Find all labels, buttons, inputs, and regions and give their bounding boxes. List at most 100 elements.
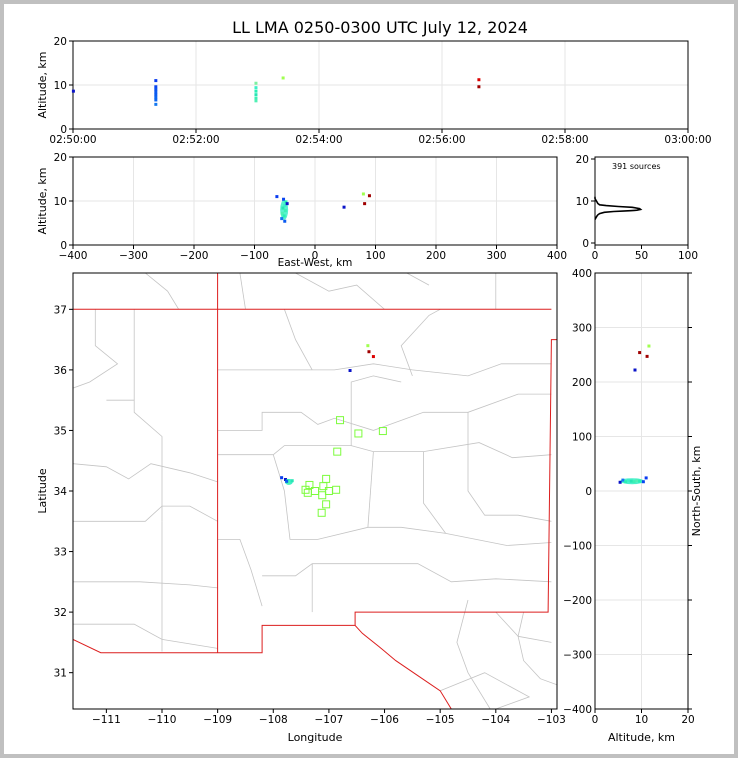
station-marker (333, 447, 342, 456)
data-point (282, 197, 286, 201)
data-point (280, 476, 284, 480)
data-point (154, 102, 158, 106)
y-tick-label: 0 (60, 124, 67, 136)
data-point (281, 206, 285, 210)
data-point (275, 195, 279, 199)
lma-figure: LL LMA 0250-0300 UTC July 12, 2024 02:50… (36, 18, 712, 744)
y-tick-label: 35 (54, 425, 67, 437)
data-point (363, 202, 367, 206)
county-boundary (73, 505, 218, 522)
data-point (254, 89, 258, 93)
data-point (635, 479, 639, 483)
x-tick-label: 0 (592, 714, 599, 726)
county-boundary (217, 393, 552, 431)
station-marker (322, 474, 331, 483)
county-boundary (73, 623, 218, 649)
data-point (638, 479, 642, 483)
county-boundary (262, 563, 552, 583)
y-axis-label: Altitude, km (36, 167, 49, 234)
x-axis-label: Longitude (288, 731, 343, 744)
y-axis-label: North-South, km (690, 446, 703, 537)
x-tick-label: 0 (312, 250, 319, 262)
station-marker (336, 416, 345, 425)
data-point (624, 480, 628, 484)
county-boundary (406, 273, 430, 286)
x-tick-label: −108 (259, 714, 288, 726)
county-boundary (400, 308, 441, 377)
histogram-line (594, 196, 643, 220)
y-tick-label: −100 (563, 541, 592, 553)
x-tick-label: 0 (592, 250, 599, 262)
data-point (283, 203, 287, 207)
data-point (633, 368, 637, 372)
y-tick-label: 33 (54, 547, 67, 559)
x-tick-label: −107 (314, 714, 343, 726)
x-tick-label: −109 (203, 714, 232, 726)
data-point (282, 214, 286, 218)
y-tick-label: 100 (572, 432, 592, 444)
y-tick-label: 0 (582, 238, 589, 250)
station-marker (318, 491, 327, 500)
x-axis-label: East-West, km (278, 257, 353, 269)
data-point (154, 98, 158, 102)
data-point (371, 355, 375, 359)
x-tick-label: 02:56:00 (418, 134, 465, 146)
county-boundary (295, 273, 385, 310)
time-altitude-panel: 02:50:00 02:52:00 02:54:00 02:56:00 02:58:00… (36, 36, 712, 146)
plan-view-panel: −111 −110 −109 −108 −107 −106 −105 −104 −103 31 32… (36, 272, 566, 744)
county-boundary (495, 611, 519, 637)
data-point (632, 480, 636, 484)
county-boundary (145, 273, 180, 310)
data-point (283, 219, 287, 223)
data-point (629, 479, 633, 483)
y-tick-label: 31 (54, 668, 67, 680)
station-marker (322, 500, 331, 509)
x-tick-label: 02:52:00 (172, 134, 219, 146)
x-tick-label: −106 (370, 714, 399, 726)
x-tick-label: 02:54:00 (295, 134, 342, 146)
altitude-histogram-panel: 0 50 100 0 10 20 391 sources (576, 154, 698, 262)
x-tick-label: 10 (635, 714, 648, 726)
y-tick-label: 0 (60, 240, 67, 252)
data-point (285, 479, 289, 483)
x-tick-label: −300 (119, 250, 148, 262)
county-boundary (423, 451, 447, 534)
x-tick-label: −105 (426, 714, 455, 726)
county-boundary (518, 635, 552, 643)
data-point (254, 81, 258, 85)
x-tick-label: 02:50:00 (49, 134, 96, 146)
county-boundary (73, 581, 218, 589)
y-tick-label: 10 (54, 80, 67, 92)
y-tick-label: −200 (563, 595, 592, 607)
x-tick-label: 03:00:00 (664, 134, 711, 146)
data-point (367, 350, 371, 354)
data-point (284, 477, 288, 481)
y-axis-label: Altitude, km (36, 51, 49, 118)
state-boundary (354, 625, 452, 709)
data-point (154, 87, 158, 91)
data-point (154, 90, 158, 94)
data-point (618, 480, 622, 484)
y-tick-label: 300 (572, 323, 592, 335)
data-point (647, 344, 651, 348)
county-boundary (456, 599, 491, 709)
data-point (361, 192, 365, 196)
data-point (638, 351, 642, 355)
data-point (154, 79, 158, 83)
data-point (366, 344, 370, 348)
x-tick-label: 200 (426, 250, 446, 262)
data-point (284, 200, 288, 204)
y-tick-label: 200 (572, 377, 592, 389)
data-point (477, 78, 481, 82)
data-point (641, 480, 645, 484)
county-boundary (272, 454, 552, 546)
x-tick-label: 100 (365, 250, 385, 262)
station-marker (311, 487, 319, 495)
county-boundary (239, 273, 246, 310)
station-marker (319, 482, 328, 491)
data-point (280, 217, 284, 221)
county-boundary (517, 612, 557, 686)
data-point (71, 89, 75, 93)
data-point (254, 99, 258, 103)
station-marker (332, 485, 341, 494)
